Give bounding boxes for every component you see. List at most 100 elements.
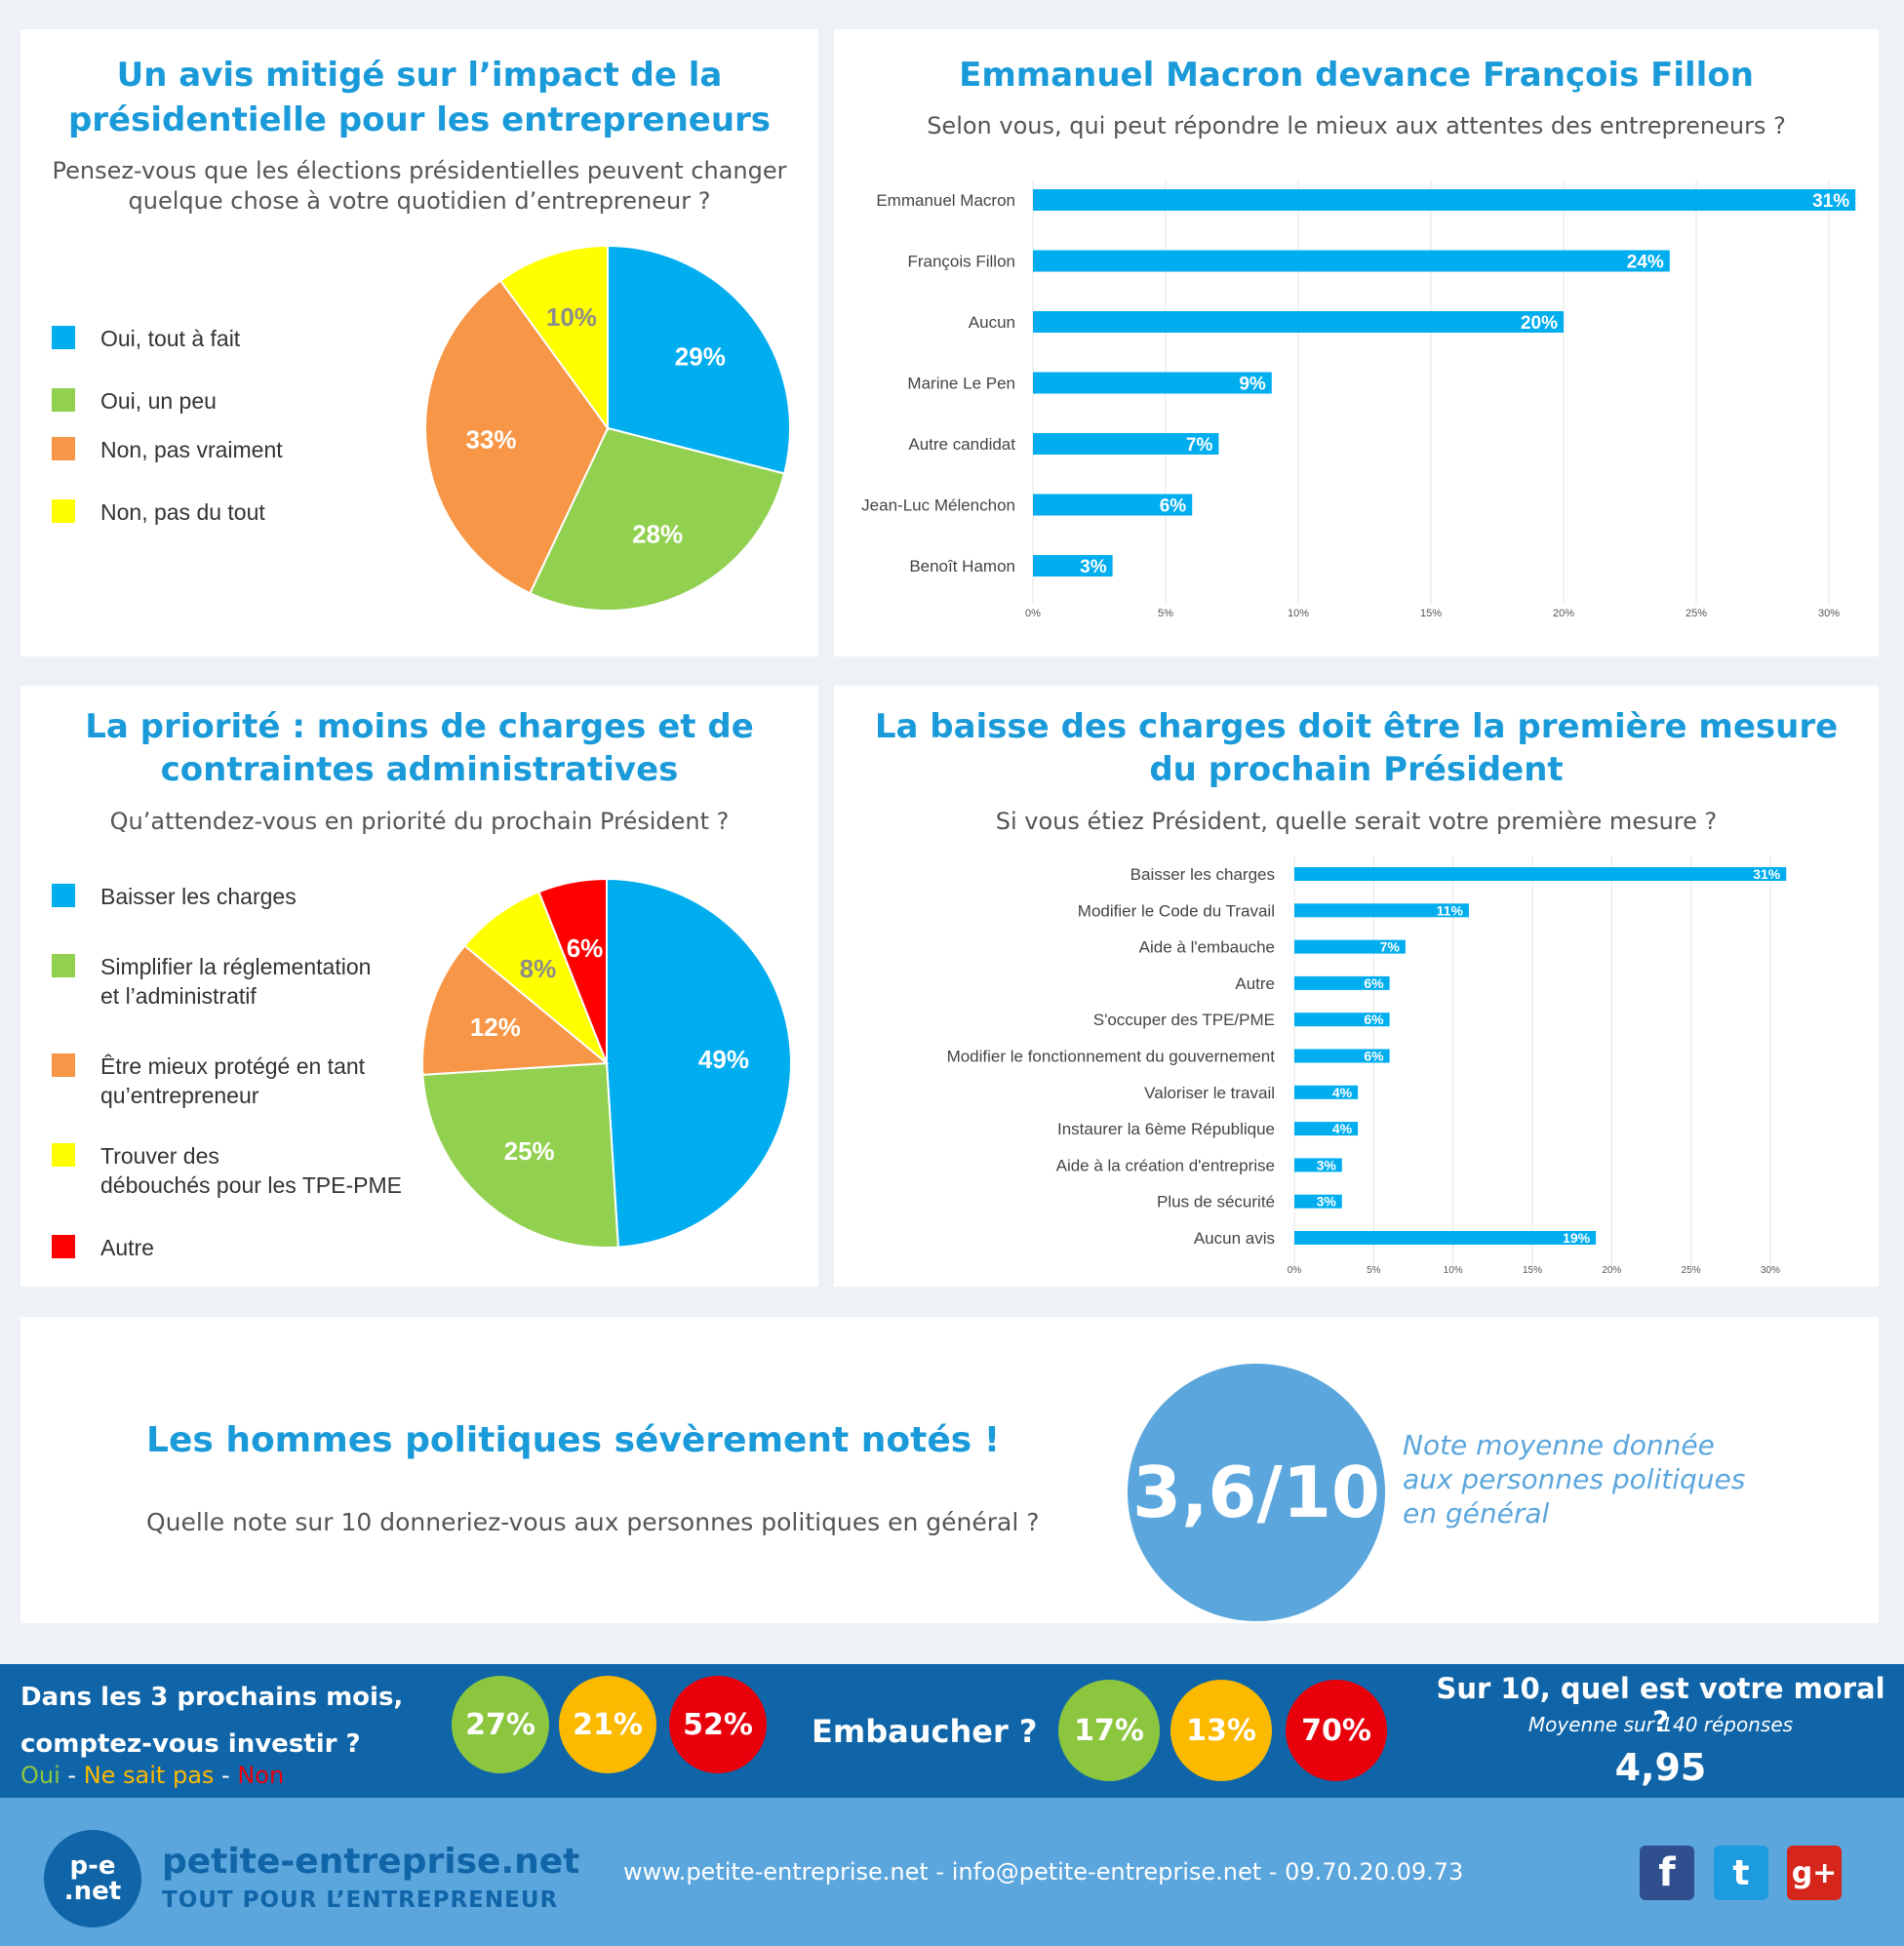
pie-slice: [421, 944, 610, 1076]
category-label: Modifier le fonctionnement du gouverneme…: [947, 1047, 1276, 1065]
invest-question: Dans les 3 prochains mois, comptez-vous …: [20, 1683, 404, 1759]
hire-non-circle: 70%: [1286, 1680, 1387, 1781]
hire-nsp-value: 13%: [1186, 1713, 1256, 1748]
tick-label: 25%: [1682, 1265, 1701, 1276]
score-circle: 3,6/10: [1128, 1364, 1385, 1621]
bar-value-label: 3%: [1080, 557, 1107, 577]
category-label: S'occuper des TPE/PME: [1093, 1011, 1275, 1029]
pie-value-label: 49%: [698, 1045, 749, 1074]
legend-label: Autre: [100, 1235, 154, 1260]
pie-slice: [606, 877, 792, 1249]
panel-subtitle: Quelle note sur 10 donneriez-vous aux pe…: [146, 1508, 1040, 1536]
tick-label: 10%: [1444, 1265, 1463, 1276]
invest-non-value: 52%: [683, 1707, 753, 1742]
pie-slice: [462, 890, 608, 1064]
score-caption: Note moyenne donnée aux personnes politi…: [1403, 1429, 1746, 1529]
panel-priorite: La priorité : moins de charges et de con…: [20, 686, 818, 1287]
bar: [1294, 1231, 1597, 1245]
invest-non-circle: 52%: [669, 1676, 767, 1773]
bar: [1294, 1194, 1342, 1209]
pie-value-label: 10%: [546, 302, 597, 332]
invest-oui-circle: 27%: [452, 1676, 549, 1773]
legend-item: Trouver des débouchés pour les TPE-PME: [52, 1141, 402, 1200]
google-plus-icon[interactable]: g+: [1787, 1846, 1842, 1900]
bar: [1033, 311, 1564, 333]
bar-value-label: 20%: [1521, 313, 1558, 334]
bar-value-label: 3%: [1317, 1194, 1337, 1210]
invest-nsp-circle: 21%: [559, 1676, 656, 1773]
panel-premiere-mesure: La baisse des charges doit être la premi…: [834, 686, 1879, 1287]
hire-oui-value: 17%: [1074, 1713, 1144, 1748]
legend-label: Trouver des débouchés pour les TPE-PME: [100, 1143, 402, 1198]
category-label: François Fillon: [907, 252, 1015, 270]
tick-label: 0%: [1025, 608, 1041, 619]
tick-label: 30%: [1761, 1265, 1780, 1276]
panel-subtitle: Pensez-vous que les élections présidenti…: [52, 157, 787, 215]
tick-label: 15%: [1523, 1265, 1542, 1276]
category-label: Instaurer la 6ème République: [1057, 1120, 1275, 1138]
bar: [1294, 1085, 1359, 1099]
twitter-icon[interactable]: t: [1714, 1846, 1768, 1900]
brand-name[interactable]: petite-entreprise.net: [162, 1842, 580, 1882]
bar-value-label: 3%: [1317, 1157, 1337, 1172]
legend-swatch: [52, 437, 75, 460]
bar-value-label: 6%: [1364, 1049, 1384, 1064]
bar: [1033, 250, 1670, 272]
pie-chart-impact: 29% 28% 33% 10%: [424, 244, 791, 612]
legend-non: Non: [237, 1762, 285, 1789]
logo-mark[interactable]: p-e .net: [44, 1830, 141, 1927]
legend-item: Simplifier la réglementation et l’admini…: [52, 952, 371, 1011]
bar: [1033, 494, 1193, 516]
category-label: Marine Le Pen: [907, 374, 1015, 392]
bar: [1294, 939, 1406, 954]
bar-value-label: 4%: [1332, 1121, 1353, 1136]
legend-label: Baisser les charges: [100, 884, 297, 909]
legend-item: Autre: [52, 1233, 154, 1262]
hire-question: Embaucher ?: [812, 1713, 1038, 1750]
invest-oui-value: 27%: [465, 1707, 536, 1742]
moral-subtitle: Moyenne sur 140 réponses: [1527, 1713, 1794, 1736]
category-label: Valoriser le travail: [1144, 1084, 1275, 1102]
legend-oui: Oui: [20, 1762, 60, 1789]
bar: [1294, 1122, 1359, 1136]
tick-label: 0%: [1288, 1265, 1302, 1276]
bar: [1294, 975, 1390, 990]
score-value: 3,6/10: [1131, 1451, 1381, 1533]
facebook-icon[interactable]: f: [1640, 1846, 1694, 1900]
category-label: Benoît Hamon: [909, 557, 1015, 576]
legend-label: Oui, un peu: [100, 388, 217, 414]
tick-label: 25%: [1686, 608, 1707, 619]
pie-chart-priorite: 49% 25% 12% 8% 6%: [421, 877, 792, 1249]
category-label: Aucun: [969, 313, 1015, 332]
google-plus-glyph: g+: [1791, 1855, 1838, 1890]
legend-item: Être mieux protégé en tant qu’entreprene…: [52, 1052, 365, 1110]
bar-chart-candidats: 0% 5% 10% 15% 20% 25% 30% Emmanuel Macron 31% Fra…: [861, 180, 1856, 619]
bar-value-label: 7%: [1380, 939, 1401, 955]
legend-item: Oui, un peu: [52, 386, 217, 416]
tick-label: 15%: [1420, 608, 1442, 619]
bar: [1294, 1013, 1390, 1027]
legend-swatch: [52, 499, 75, 523]
bar-value-label: 7%: [1186, 435, 1213, 456]
bar-value-label: 31%: [1812, 191, 1849, 212]
pie-value-label: 8%: [520, 954, 557, 983]
legend-swatch: [52, 1235, 75, 1258]
tick-label: 20%: [1602, 1265, 1621, 1276]
twitter-glyph: t: [1732, 1852, 1750, 1893]
tick-label: 5%: [1158, 608, 1173, 619]
panel-title: Les hommes politiques sévèrement notés !: [146, 1420, 1001, 1460]
hire-oui-circle: 17%: [1058, 1680, 1160, 1781]
category-label: Plus de sécurité: [1157, 1193, 1275, 1211]
pie-slice: [607, 244, 791, 475]
tick-label: 20%: [1553, 608, 1574, 619]
legend-sep: -: [214, 1762, 238, 1789]
contact-line[interactable]: www.petite-entreprise.net - info@petite-…: [623, 1858, 1464, 1886]
hire-non-value: 70%: [1301, 1713, 1371, 1748]
logo-mark-text: p-e .net: [63, 1851, 122, 1906]
invest-nsp-value: 21%: [573, 1707, 643, 1742]
category-label: Autre: [1235, 974, 1275, 993]
moral-value: 4,95: [1614, 1746, 1707, 1789]
survey-band: Dans les 3 prochains mois, comptez-vous …: [0, 1664, 1904, 1798]
category-label: Jean-Luc Mélenchon: [861, 496, 1015, 514]
tick-label: 5%: [1367, 1265, 1381, 1276]
